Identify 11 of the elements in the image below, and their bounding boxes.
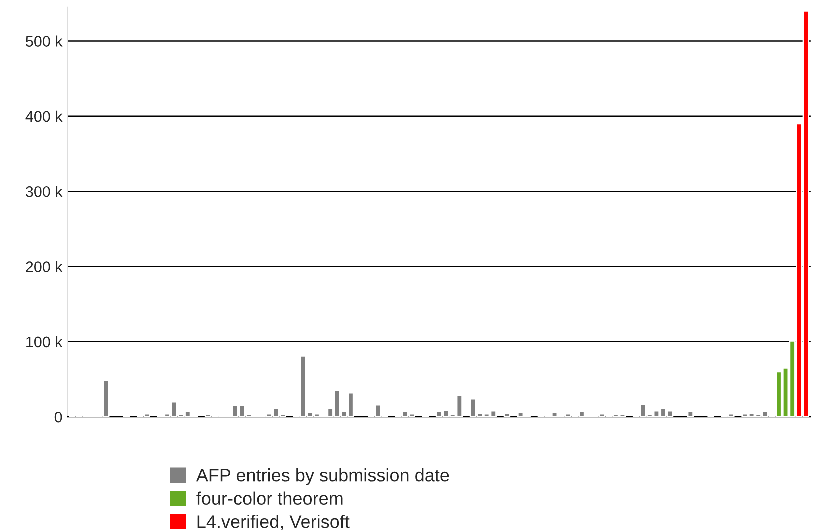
y-tick-label: 200 k — [26, 261, 63, 272]
y-tick-label: 500 k — [26, 36, 63, 47]
y-tick-label: 100 k — [26, 336, 63, 348]
y-tick-label: 0 — [54, 412, 62, 423]
y-tick-label: 400 k — [26, 110, 63, 122]
legend-label: L4.verified, Verisoft — [198, 515, 350, 530]
bar — [504, 412, 511, 418]
y-tick-label: 300 k — [26, 186, 63, 198]
legend-label: AFP entries by submission date — [196, 468, 450, 486]
bar — [687, 411, 694, 418]
legend-label: four-color theorem — [196, 492, 343, 506]
